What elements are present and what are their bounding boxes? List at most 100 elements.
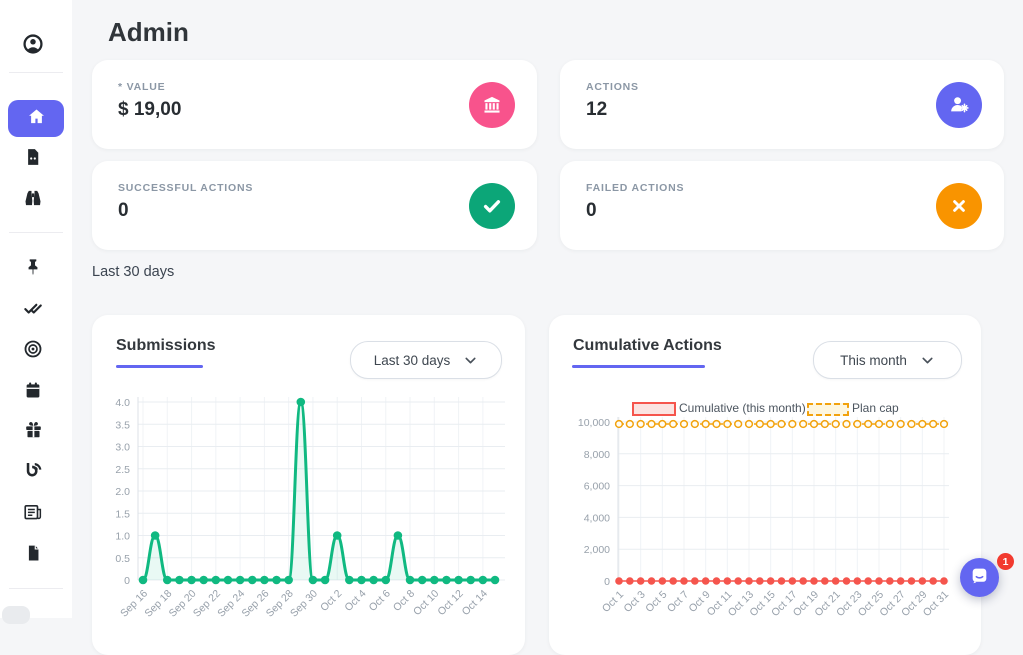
stat-card-successful-actions: SUCCESSFUL ACTIONS 0 [92,161,537,250]
title-underline [116,365,203,368]
stat-card-label: FAILED ACTIONS [586,182,685,194]
svg-text:Oct 13: Oct 13 [726,589,756,619]
x-icon [936,182,982,229]
title-underline [572,365,705,368]
svg-text:4.0: 4.0 [115,397,130,409]
svg-text:Oct 19: Oct 19 [791,589,821,619]
user-gear-icon [936,81,982,128]
svg-text:0: 0 [124,575,130,587]
svg-text:Oct 11: Oct 11 [705,589,735,619]
svg-text:Oct 7: Oct 7 [665,589,691,615]
stat-card-label: SUCCESSFUL ACTIONS [118,182,254,194]
sidebar-item-search[interactable] [21,188,45,212]
bullseye-icon [23,339,43,364]
stat-card-label: ACTIONS [586,81,639,93]
sidebar-item-documents[interactable] [21,147,45,171]
svg-text:2,000: 2,000 [584,544,610,556]
svg-text:Sep 30: Sep 30 [288,588,320,620]
svg-text:10,000: 10,000 [578,417,610,429]
blog-icon [24,461,43,485]
sidebar-item-tasks[interactable] [21,298,45,322]
cumulative-title: Cumulative Actions [573,337,722,354]
svg-text:1.0: 1.0 [115,531,130,543]
submissions-title: Submissions [116,337,216,354]
thumbtack-icon [24,257,42,282]
stat-card-value: * VALUE $ 19,00 [92,60,537,149]
sidebar-item-calendar[interactable] [21,380,45,404]
svg-text:Oct 14: Oct 14 [460,588,490,618]
stat-card-value-text: 0 [586,200,597,221]
chat-unread-badge: 1 [997,553,1014,570]
svg-text:Oct 10: Oct 10 [411,588,441,618]
chat-bubble-icon [969,565,990,591]
svg-text:Oct 12: Oct 12 [435,588,465,618]
stat-card-failed-actions: FAILED ACTIONS 0 [560,161,1004,250]
sidebar-divider [9,72,63,73]
svg-text:6,000: 6,000 [584,481,610,493]
svg-text:Sep 24: Sep 24 [215,588,247,620]
range-selector-value: This month [840,352,907,368]
legend-label-plan-cap: Plan cap [852,401,899,415]
sidebar-item-files[interactable] [21,543,45,567]
stat-card-value-text: $ 19,00 [118,99,182,120]
stat-card-actions: ACTIONS 12 [560,60,1004,149]
sidebar-item-profile[interactable] [21,33,45,60]
check-double-icon [23,298,43,323]
bank-icon [469,81,515,128]
svg-text:Sep 20: Sep 20 [167,588,199,620]
svg-text:0: 0 [604,576,610,588]
submissions-range-selector[interactable]: Last 30 days [350,341,502,379]
svg-text:Oct 27: Oct 27 [877,589,907,619]
stat-card-label: * VALUE [118,81,166,93]
svg-text:Oct 15: Oct 15 [747,589,777,619]
sidebar-divider [9,588,63,589]
legend-swatch-plan-cap [807,403,849,416]
gift-icon [24,420,43,444]
file-icon [25,543,42,568]
file-code-icon [24,147,42,172]
svg-text:Oct 23: Oct 23 [834,589,864,619]
sidebar [0,0,72,624]
svg-text:Sep 18: Sep 18 [142,588,174,620]
svg-text:2.0: 2.0 [115,486,130,498]
cumulative-range-selector[interactable]: This month [813,341,962,379]
svg-text:Sep 28: Sep 28 [264,588,296,620]
legend-swatch-cumulative [632,402,676,416]
svg-text:4,000: 4,000 [584,512,610,524]
chevron-down-icon [463,353,478,368]
svg-text:Oct 29: Oct 29 [899,589,929,619]
svg-text:Oct 25: Oct 25 [856,589,886,619]
sidebar-item-news[interactable] [21,502,45,526]
svg-text:Oct 1: Oct 1 [600,589,626,615]
stat-card-value-text: 12 [586,99,608,120]
check-icon [469,182,515,229]
sidebar-item-rewards[interactable] [21,420,45,444]
svg-text:Sep 16: Sep 16 [118,588,150,620]
user-circle-icon [22,33,44,60]
svg-text:Oct 3: Oct 3 [622,589,648,615]
svg-text:Oct 6: Oct 6 [367,588,393,614]
svg-text:3.5: 3.5 [115,419,130,431]
svg-text:0.5: 0.5 [115,553,130,565]
binoculars-icon [23,188,43,213]
svg-text:Oct 2: Oct 2 [318,588,344,614]
newspaper-icon [23,503,43,526]
svg-text:Oct 21: Oct 21 [812,589,842,619]
sidebar-item-targets[interactable] [21,339,45,363]
submissions-card: Submissions Last 30 days 4.0 3.5 3.0 2.5 2.0… [92,315,525,655]
svg-text:Oct 17: Oct 17 [769,589,799,619]
svg-text:Sep 26: Sep 26 [239,588,271,620]
svg-text:2.5: 2.5 [115,464,130,476]
sidebar-item-blog[interactable] [21,461,45,485]
svg-text:3.0: 3.0 [115,442,130,454]
sidebar-item-pins[interactable] [21,257,45,281]
sidebar-item-home[interactable] [8,100,64,137]
svg-text:Sep 22: Sep 22 [191,588,223,620]
svg-text:Oct 31: Oct 31 [921,589,951,619]
range-selector-value: Last 30 days [373,352,451,368]
sidebar-divider [9,232,63,233]
chat-launcher-button[interactable] [960,558,999,597]
svg-text:1.5: 1.5 [115,508,130,520]
chevron-down-icon [920,353,935,368]
sidebar-collapse-handle[interactable] [2,606,30,624]
